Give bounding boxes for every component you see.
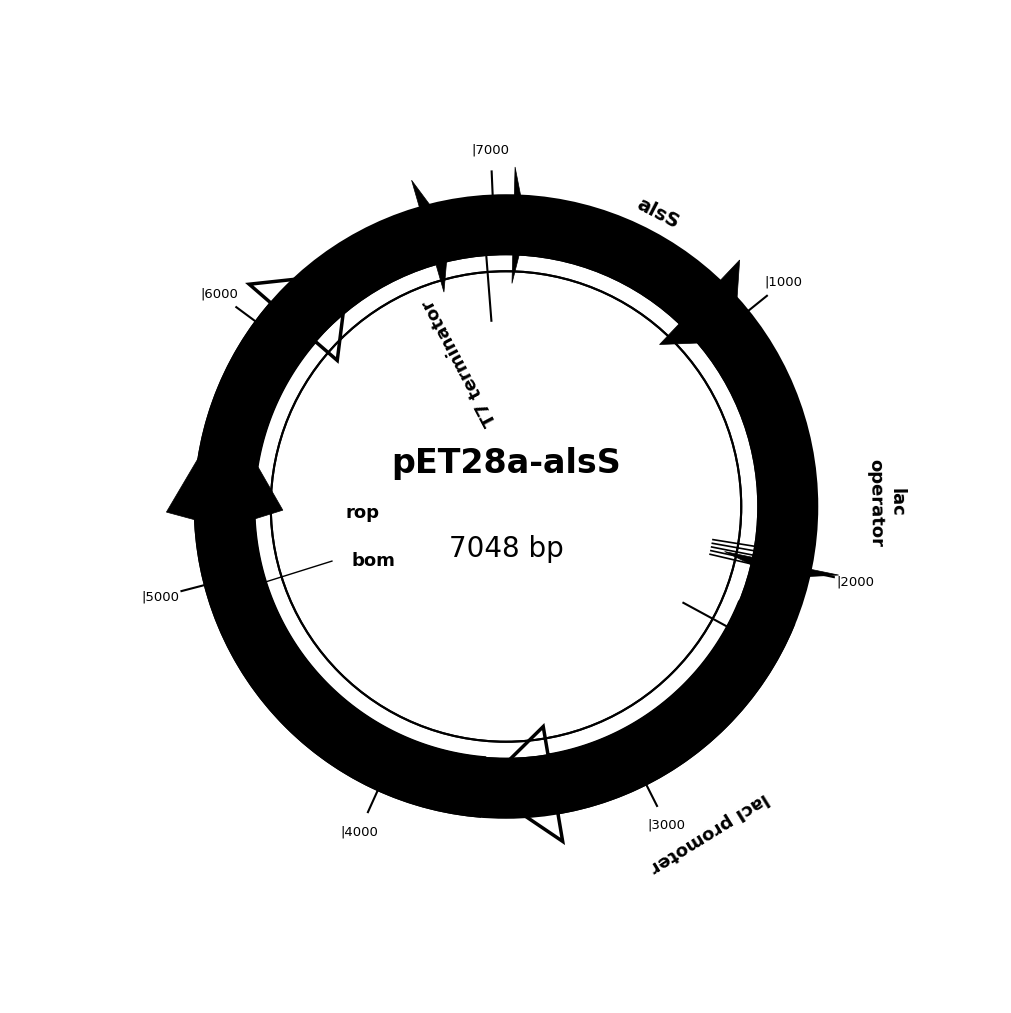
- Text: pET28a-alsS: pET28a-alsS: [390, 448, 621, 480]
- Text: |4000: |4000: [340, 826, 377, 839]
- Polygon shape: [166, 456, 282, 528]
- Text: |6000: |6000: [200, 288, 238, 301]
- Text: lac
operator: lac operator: [865, 458, 906, 547]
- Polygon shape: [724, 503, 838, 578]
- Text: |2000: |2000: [835, 575, 874, 589]
- Circle shape: [195, 196, 816, 817]
- Text: T7 terminator: T7 terminator: [419, 296, 499, 428]
- Circle shape: [271, 271, 740, 742]
- Text: 7048 bp: 7048 bp: [448, 535, 563, 563]
- Text: alsS: alsS: [633, 194, 681, 233]
- Text: rop: rop: [345, 503, 379, 522]
- Text: |5000: |5000: [142, 590, 179, 603]
- Polygon shape: [457, 167, 526, 284]
- Text: lacI promoter: lacI promoter: [646, 789, 770, 876]
- Polygon shape: [332, 180, 449, 298]
- Text: |3000: |3000: [647, 819, 685, 832]
- Text: |1000: |1000: [764, 276, 802, 289]
- Text: |7000: |7000: [471, 143, 510, 156]
- Circle shape: [254, 254, 757, 759]
- Text: bom: bom: [351, 552, 394, 570]
- Polygon shape: [204, 566, 271, 619]
- Polygon shape: [509, 196, 739, 344]
- Circle shape: [274, 276, 737, 737]
